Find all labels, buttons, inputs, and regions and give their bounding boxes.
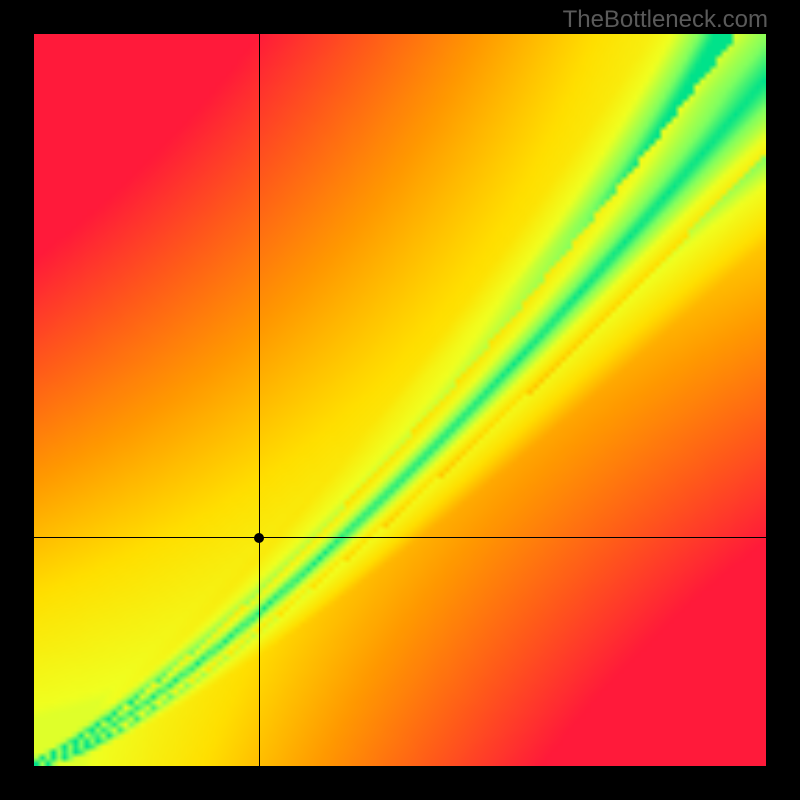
watermark-text: TheBottleneck.com (563, 6, 768, 34)
crosshair-horizontal-line (34, 537, 766, 538)
heatmap-plot (34, 34, 766, 766)
crosshair-vertical-line (259, 34, 260, 766)
heatmap-canvas (34, 34, 766, 766)
